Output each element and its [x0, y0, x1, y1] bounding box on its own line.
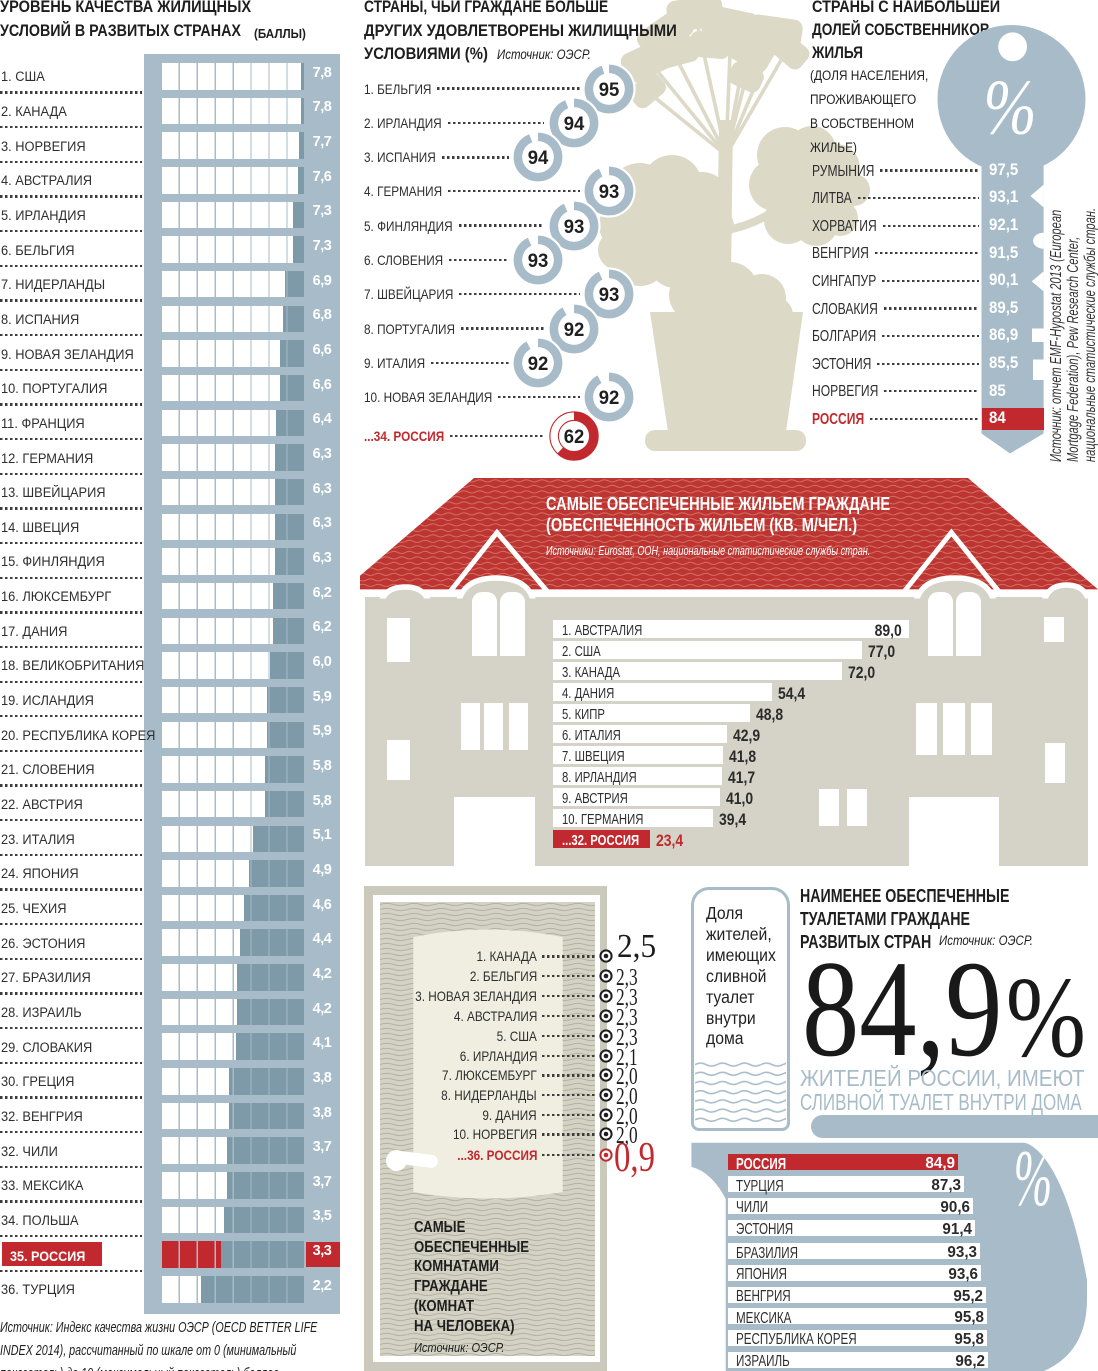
svg-text:62: 62: [563, 426, 584, 448]
svg-text:92: 92: [563, 319, 584, 341]
svg-text:%: %: [1014, 1142, 1053, 1223]
svg-text:93: 93: [599, 285, 620, 307]
svg-text:94: 94: [528, 148, 549, 170]
svg-text:93: 93: [528, 250, 549, 272]
svg-text:93: 93: [599, 181, 620, 203]
svg-text:92: 92: [599, 388, 620, 410]
svg-text:92: 92: [528, 353, 549, 375]
svg-text:94: 94: [563, 113, 584, 135]
svg-text:93: 93: [563, 216, 584, 238]
svg-text:95: 95: [599, 79, 620, 101]
svg-text:%: %: [983, 65, 1036, 151]
